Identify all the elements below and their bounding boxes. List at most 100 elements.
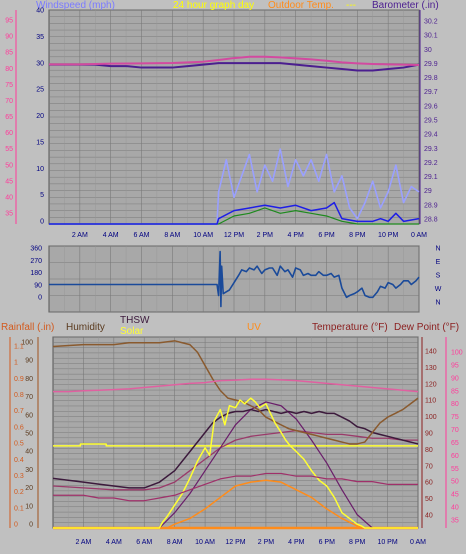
barometer-tick-label: 29.6 [424,103,438,110]
wind-panel-x-tick-label: 10 AM [193,232,213,239]
rain-tick-label: 0.3 [14,473,24,480]
wind-left-tick-label: 15 [36,139,44,146]
barometer-tick-label: 29.7 [424,89,438,96]
temp-tick-label: 80 [425,447,433,454]
rain-tick-label: 0.6 [14,424,24,431]
temp-tick-label: 70 [425,463,433,470]
multi-panel-x-tick-label: 12 PM [225,539,245,546]
barometer-tick-label: 29.4 [424,132,438,139]
wind-average-series-line [49,201,420,225]
wind-outer-tick-label: 85 [5,50,13,57]
dewpoint-tick-label: 65 [451,440,459,447]
text-layer: Windspeed (mph) 24 hour graph day Outdoo… [1,0,463,546]
direction-compass-label: N [435,300,440,307]
wind-gust-series-line [49,148,420,225]
barometer-tick-label: 29.9 [424,61,438,68]
barometer-tick-label: 28.8 [424,217,438,224]
dewpoint-tick-label: 55 [451,466,459,473]
temp-tick-label: 50 [425,496,433,503]
humidity-tick-label: 10 [25,503,33,510]
wind-outer-tick-label: 90 [5,34,13,41]
dewpoint-tick-label: 75 [451,414,459,421]
wind-panel-x-tick-label: 0 AM [411,232,427,239]
direction-compass-label: W [435,286,442,293]
dewpoint-tick-label: 95 [451,362,459,369]
dewpoint-series-line [52,429,418,491]
wind-left-tick-label: 5 [40,192,44,199]
wind-left-tick-label: 40 [36,8,44,15]
wind-panel-x-tick-label: 4 AM [103,232,119,239]
wind-panel-x-tick-label: 2 PM [257,232,274,239]
barometer-tick-label: 30.1 [424,33,438,40]
barometer-tick-label: 29.2 [424,160,438,167]
rain-tick-label: 0 [14,522,18,529]
temp-tick-label: 130 [425,365,437,372]
multi-panel-x-tick-label: 0 AM [410,539,426,546]
dewpoint-tick-label: 85 [451,388,459,395]
barometer-tick-label: 30.2 [424,19,438,26]
chart-title: 24 hour graph day [173,0,254,11]
wind-outer-tick-label: 65 [5,114,13,121]
dewpoint-tick-label: 100 [451,350,463,357]
thsw-series-line [52,408,419,489]
wind-left-tick-label: 20 [36,113,44,120]
humidity-tick-label: 30 [25,467,33,474]
wind-outer-tick-label: 95 [5,18,13,25]
temp-tick-label: 90 [425,431,433,438]
temp-tick-label: 60 [425,480,433,487]
dewpoint-tick-label: 80 [451,401,459,408]
outdoor-temp-series-line [49,55,420,66]
direction-compass-label: N [435,246,440,253]
multi-panel-x-tick-label: 4 AM [106,539,122,546]
legend-uv: UV [247,322,261,333]
direction-left-tick-label: 270 [30,258,42,265]
multi-panel-x-tick-label: 8 AM [167,539,183,546]
rain-tick-label: 1 [14,360,18,367]
wind-panel-x-tick-label: 4 PM [287,232,304,239]
humidity-tick-label: 90 [25,358,33,365]
legend-humidity: Humidity [66,322,105,333]
legend-rainfall: Rainfall (.in) [1,322,54,333]
humidity-tick-label: 50 [25,431,33,438]
wind-left-tick-label: 0 [40,219,44,226]
dewpoint-tick-label: 70 [451,427,459,434]
ylabel-windspeed: Windspeed (mph) [36,0,115,11]
wind-panel-x-tick-label: 10 PM [378,232,398,239]
temp-tick-label: 140 [425,349,437,356]
barometer-tick-label: 29.1 [424,174,438,181]
dewpoint-tick-label: 35 [451,518,459,525]
direction-compass-label: E [436,259,441,266]
barometer-tick-label: 29.8 [424,75,438,82]
multi-panel-x-tick-label: 4 PM [288,539,305,546]
solar-baseline-line [53,443,418,447]
rain-tick-label: 0.4 [14,457,24,464]
wind-panel-x-tick-label: 6 PM [318,232,335,239]
humidity-tick-label: 100 [21,340,33,347]
rain-tick-label: 0.8 [14,392,24,399]
multi-panel-x-tick-label: 8 PM [349,539,366,546]
dewpoint-tick-label: 45 [451,492,459,499]
humidity-tick-label: 20 [25,485,33,492]
rain-tick-label: 0.7 [14,408,24,415]
dewpoint-tick-label: 90 [451,375,459,382]
dewpoint-tick-label: 60 [451,453,459,460]
barometer-tick-label: 29.3 [424,146,438,153]
humidity-tick-label: 80 [25,376,33,383]
direction-compass-label: S [436,273,441,280]
barometer-tick-label: 29.5 [424,118,438,125]
frame-layer [9,9,447,529]
wind-left-tick-label: 30 [36,60,44,67]
wind-panel-x-tick-label: 8 AM [164,232,180,239]
wind-panel-x-tick-label: 8 PM [349,232,366,239]
barometer-series-line [49,62,420,72]
wind-panel-x-tick-label: 2 AM [72,232,88,239]
barometer-tick-label: 30 [424,47,432,54]
wind-outer-tick-label: 80 [5,66,13,73]
legend-thsw: THSW [120,315,150,326]
direction-left-tick-label: 90 [34,282,42,289]
wind-outer-tick-label: 45 [5,178,13,185]
wind-left-tick-label: 25 [36,87,44,94]
solar-series-line [53,397,418,529]
rain-tick-label: 0.9 [14,376,24,383]
multi-panel-x-tick-label: 6 AM [136,539,152,546]
